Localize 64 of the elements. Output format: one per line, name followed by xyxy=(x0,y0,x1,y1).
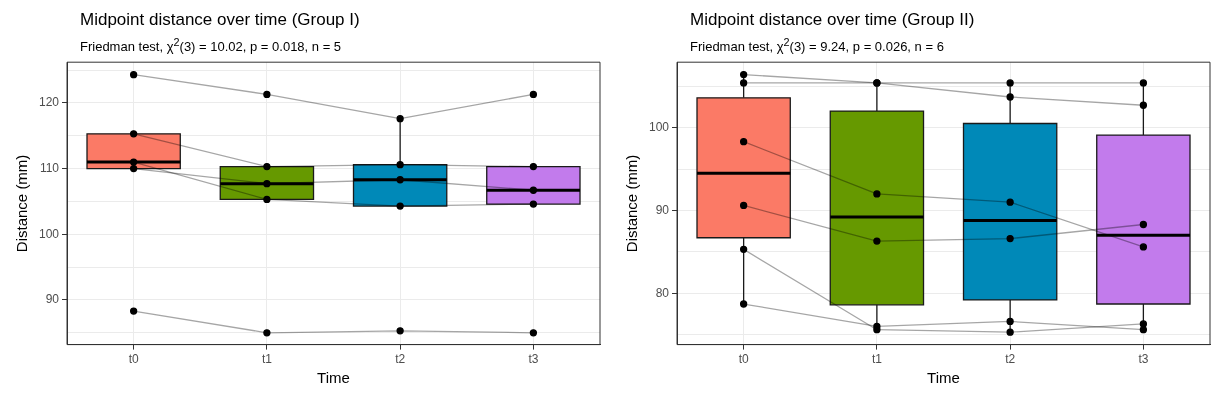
chart-subtitle: Friedman test, χ$^{2}$(3) = 9.24, p = 0.026, n = 6 xyxy=(690,36,945,55)
point xyxy=(739,138,748,146)
y-tick-label: 120 xyxy=(38,95,60,110)
point xyxy=(529,329,538,337)
point xyxy=(873,326,881,334)
point xyxy=(396,161,404,169)
chart-title: Midpoint distance over time (Group I) xyxy=(80,10,361,30)
chart-subtitle: Friedman test, χ$^{2}$(3) = 10.02, p = 0.018, n = 5 xyxy=(80,36,343,55)
point xyxy=(529,200,538,208)
point xyxy=(1006,79,1014,87)
point xyxy=(1139,220,1148,229)
chart-title: Midpoint distance over time (Group II) xyxy=(690,10,976,30)
point xyxy=(739,300,748,308)
point xyxy=(1006,328,1014,336)
point xyxy=(1006,93,1014,101)
point xyxy=(1006,198,1014,206)
y-tick-label: 100 xyxy=(648,119,670,134)
y-axis-title: Distance (mm) xyxy=(13,154,31,253)
point xyxy=(873,190,881,198)
point xyxy=(263,90,271,99)
point xyxy=(1006,317,1014,326)
point xyxy=(263,195,271,204)
point xyxy=(129,158,138,166)
y-axis-title: Distance (mm) xyxy=(623,154,641,253)
point xyxy=(396,176,404,184)
x-tick-label: t3 xyxy=(528,352,539,367)
point xyxy=(1139,326,1148,334)
point xyxy=(1139,101,1148,109)
y-tick-label: 110 xyxy=(39,160,60,175)
point xyxy=(129,307,138,315)
y-tick-label: 80 xyxy=(655,285,670,300)
point xyxy=(263,162,271,171)
x-tick-label: t0 xyxy=(738,352,749,367)
x-tick-label: t1 xyxy=(871,352,883,367)
point xyxy=(129,164,138,173)
point xyxy=(739,201,748,210)
point xyxy=(263,180,271,188)
point xyxy=(396,115,404,123)
point xyxy=(1139,320,1148,328)
x-tick-label: t0 xyxy=(128,352,139,367)
point xyxy=(873,237,881,245)
point xyxy=(396,202,404,210)
point xyxy=(529,186,538,194)
x-tick-label: t2 xyxy=(395,352,406,367)
x-axis-title: Time xyxy=(927,369,960,387)
point xyxy=(739,245,748,254)
x-tick-label: t1 xyxy=(261,352,273,367)
point xyxy=(1006,234,1014,243)
point xyxy=(739,79,748,87)
point xyxy=(529,162,538,171)
x-tick-label: t2 xyxy=(1005,352,1016,367)
point xyxy=(1139,79,1148,87)
y-tick-label: 90 xyxy=(45,292,60,307)
point xyxy=(396,327,404,335)
point xyxy=(263,329,271,337)
point xyxy=(1139,243,1148,251)
point xyxy=(529,90,538,99)
x-tick-label: t3 xyxy=(1138,352,1149,367)
y-tick-label: 90 xyxy=(655,202,670,217)
point xyxy=(739,70,748,79)
point xyxy=(129,130,138,138)
point xyxy=(129,71,138,79)
x-axis-title: Time xyxy=(317,369,350,387)
y-tick-label: 100 xyxy=(38,226,60,241)
